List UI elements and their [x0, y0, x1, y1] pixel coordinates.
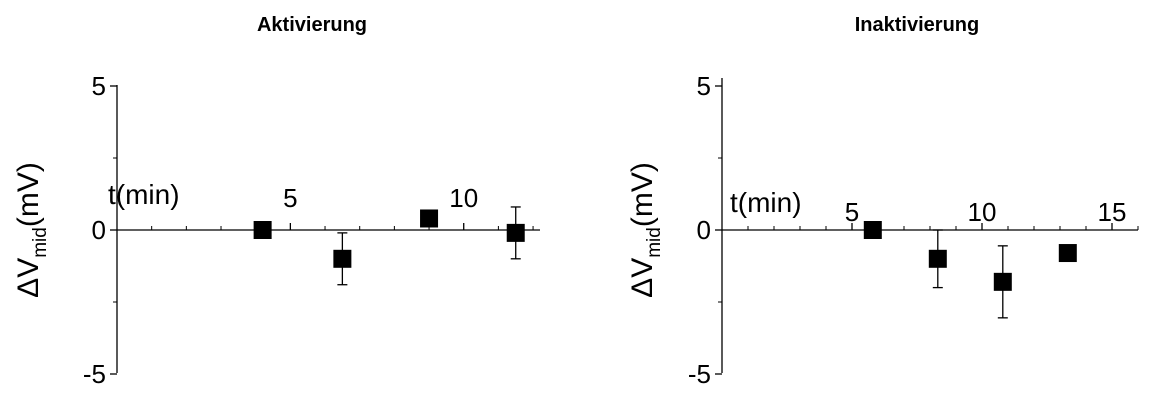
x-tick-label: 5 [283, 183, 297, 213]
y-tick-label: 0 [92, 215, 106, 245]
data-point [506, 223, 525, 242]
y-tick-label: -5 [83, 359, 106, 389]
y-axis-label: ΔVmid(mV) [626, 162, 665, 298]
x-axis-label: t(min) [108, 179, 180, 210]
y-axis-label-unit: (mV) [626, 162, 659, 227]
y-tick-label: 0 [697, 215, 711, 245]
y-tick-label: 5 [697, 71, 711, 101]
chart-panel-1: Aktivierung 5 0 -5 5 10 t(min) ΔVmid(mV) [12, 14, 540, 389]
x-tick-label: 10 [449, 183, 478, 213]
y-axis-label-subscript: mid [30, 227, 51, 258]
data-point [993, 272, 1012, 291]
data-point [928, 249, 947, 268]
x-axis-label: t(min) [730, 187, 802, 218]
y-tick-label: -5 [688, 359, 711, 389]
data-point [420, 209, 439, 228]
chart-title: Aktivierung [257, 14, 367, 36]
y-axis-label-main: ΔV [12, 258, 45, 298]
data-point [333, 249, 352, 268]
chart-panel-2: Inaktivierung 5 0 -5 5 10 15 t(min) ΔVmid(mV) [626, 14, 1139, 389]
x-tick-label: 5 [845, 197, 859, 227]
y-axis-label: ΔVmid(mV) [12, 162, 51, 298]
y-axis-label-subscript: mid [644, 227, 665, 258]
data-point [863, 221, 882, 239]
y-tick-label: 5 [92, 71, 106, 101]
y-axis-label-unit: (mV) [12, 162, 45, 227]
data-point [1058, 244, 1077, 263]
y-axis-label-main: ΔV [626, 258, 659, 298]
data-point [253, 221, 272, 239]
x-tick-label: 15 [1098, 197, 1127, 227]
chart-title: Inaktivierung [855, 14, 979, 36]
x-tick-label: 10 [968, 197, 997, 227]
